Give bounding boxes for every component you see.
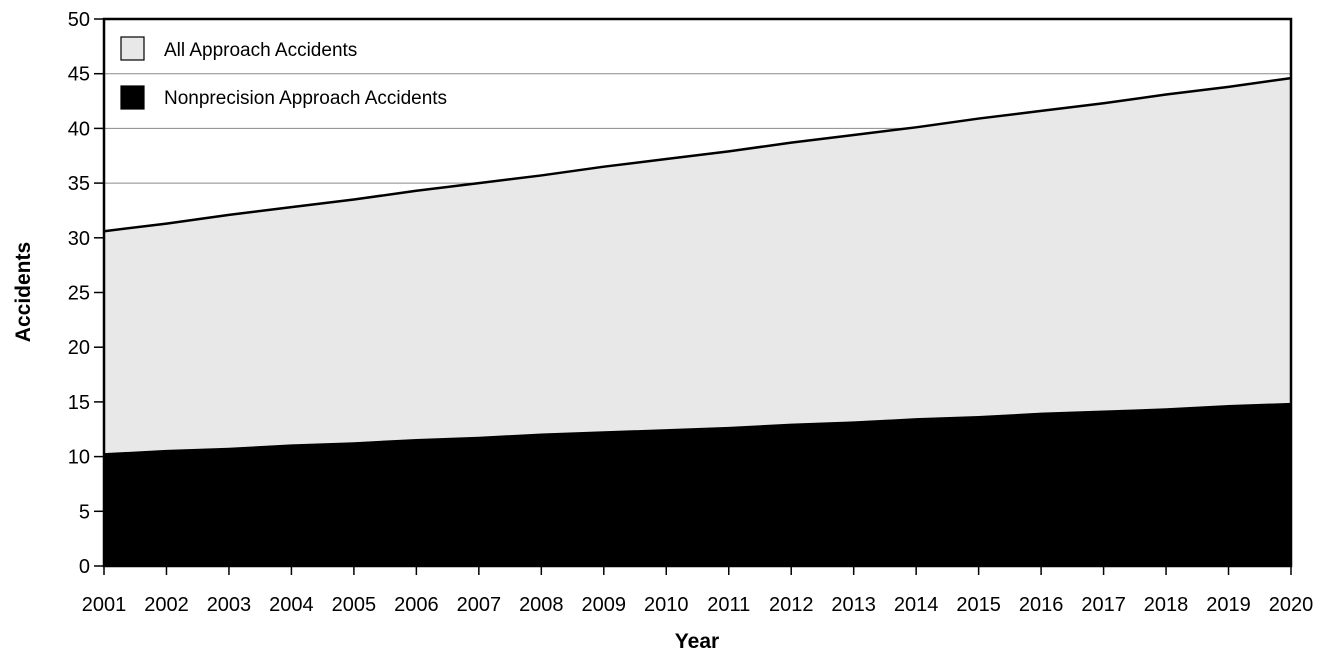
x-tick-label: 2015 (956, 594, 1001, 616)
x-tick-label: 2006 (394, 594, 439, 616)
x-tick-label: 2005 (332, 594, 377, 616)
y-axis: 0 5 10 15 20 25 30 35 40 45 50 (68, 9, 104, 578)
legend-swatch-all-approach (120, 36, 145, 61)
x-tick-label: 2002 (144, 594, 189, 616)
y-tick-label: 45 (68, 64, 90, 86)
y-tick-label: 30 (68, 228, 90, 250)
x-tick-label: 2003 (207, 594, 252, 616)
x-tick-label: 2012 (769, 594, 814, 616)
legend: All Approach Accidents Nonprecision Appr… (120, 36, 447, 110)
y-tick-label: 0 (79, 556, 90, 578)
x-tick-label: 2011 (707, 594, 750, 616)
y-tick-label: 40 (68, 118, 90, 140)
x-tick-label: 2018 (1144, 594, 1189, 616)
x-tick-label: 2017 (1081, 594, 1126, 616)
legend-label-nonprecision: Nonprecision Approach Accidents (164, 88, 447, 109)
area-series-nonprecision (104, 404, 1291, 566)
line-series-nonprecision (103, 402, 1292, 456)
x-tick-label: 2004 (269, 594, 314, 616)
y-tick-label: 20 (68, 337, 90, 359)
area-series-layer (103, 76, 1292, 567)
x-tick-label: 2013 (831, 594, 876, 616)
x-tick-label: 2020 (1269, 594, 1314, 616)
x-tick-label: 2008 (519, 594, 564, 616)
x-tick-label: 2007 (457, 594, 502, 616)
y-tick-label: 5 (79, 501, 90, 523)
x-axis: 2001 2002 2003 2004 2005 2006 2007 2008 2009 2010… (82, 566, 1314, 616)
x-tick-label: 2009 (582, 594, 627, 616)
x-tick-label: 2010 (644, 594, 689, 616)
y-tick-label: 25 (68, 283, 90, 305)
y-axis-title: Accidents (12, 242, 35, 342)
y-tick-label: 15 (68, 392, 90, 414)
x-tick-label: 2014 (894, 594, 939, 616)
x-tick-label: 2019 (1206, 594, 1251, 616)
y-tick-label: 10 (68, 447, 90, 469)
y-tick-label: 50 (68, 9, 90, 31)
legend-label-all-approach: All Approach Accidents (164, 40, 357, 61)
x-tick-label: 2016 (1019, 594, 1064, 616)
x-tick-label: 2001 (82, 594, 127, 616)
line-series-all-approach (103, 76, 1292, 233)
x-axis-title: Year (675, 630, 719, 653)
y-tick-label: 35 (68, 173, 90, 195)
legend-swatch-nonprecision (120, 85, 145, 110)
